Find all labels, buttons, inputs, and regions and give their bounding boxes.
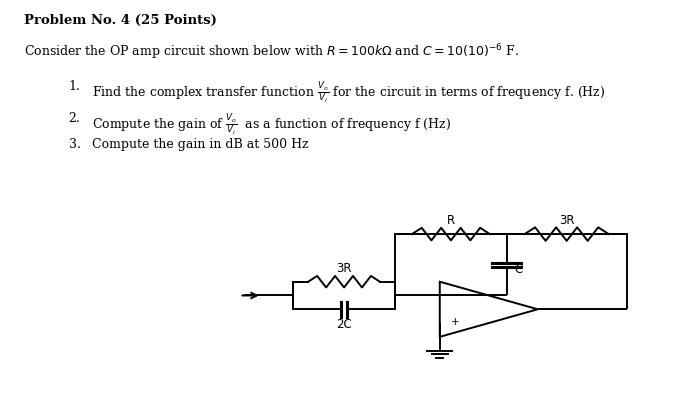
Text: Problem No. 4 (25 Points): Problem No. 4 (25 Points) bbox=[24, 14, 217, 27]
Text: R: R bbox=[447, 214, 455, 227]
Text: Find the complex transfer function $\frac{V_o}{V_i}$ for the circuit in terms of: Find the complex transfer function $\fra… bbox=[92, 80, 606, 105]
Text: 2.: 2. bbox=[68, 112, 80, 125]
Text: Compute the gain of $\frac{V_o}{V_i}$  as a function of frequency f (Hz): Compute the gain of $\frac{V_o}{V_i}$ as… bbox=[92, 112, 451, 137]
Text: Consider the OP amp circuit shown below with $R = 100k\Omega$ and $C = 10(10)^{-: Consider the OP amp circuit shown below … bbox=[24, 42, 519, 62]
Text: 3.: 3. bbox=[68, 138, 80, 151]
Text: Compute the gain in dB at 500 Hz: Compute the gain in dB at 500 Hz bbox=[92, 138, 309, 151]
Text: $-$: $-$ bbox=[449, 289, 459, 299]
Text: 1.: 1. bbox=[68, 80, 80, 93]
Text: C: C bbox=[514, 263, 523, 276]
Text: 3R: 3R bbox=[559, 214, 575, 227]
Text: $+$: $+$ bbox=[449, 316, 459, 327]
Text: 3R: 3R bbox=[336, 262, 352, 275]
Text: 2C: 2C bbox=[336, 318, 352, 331]
